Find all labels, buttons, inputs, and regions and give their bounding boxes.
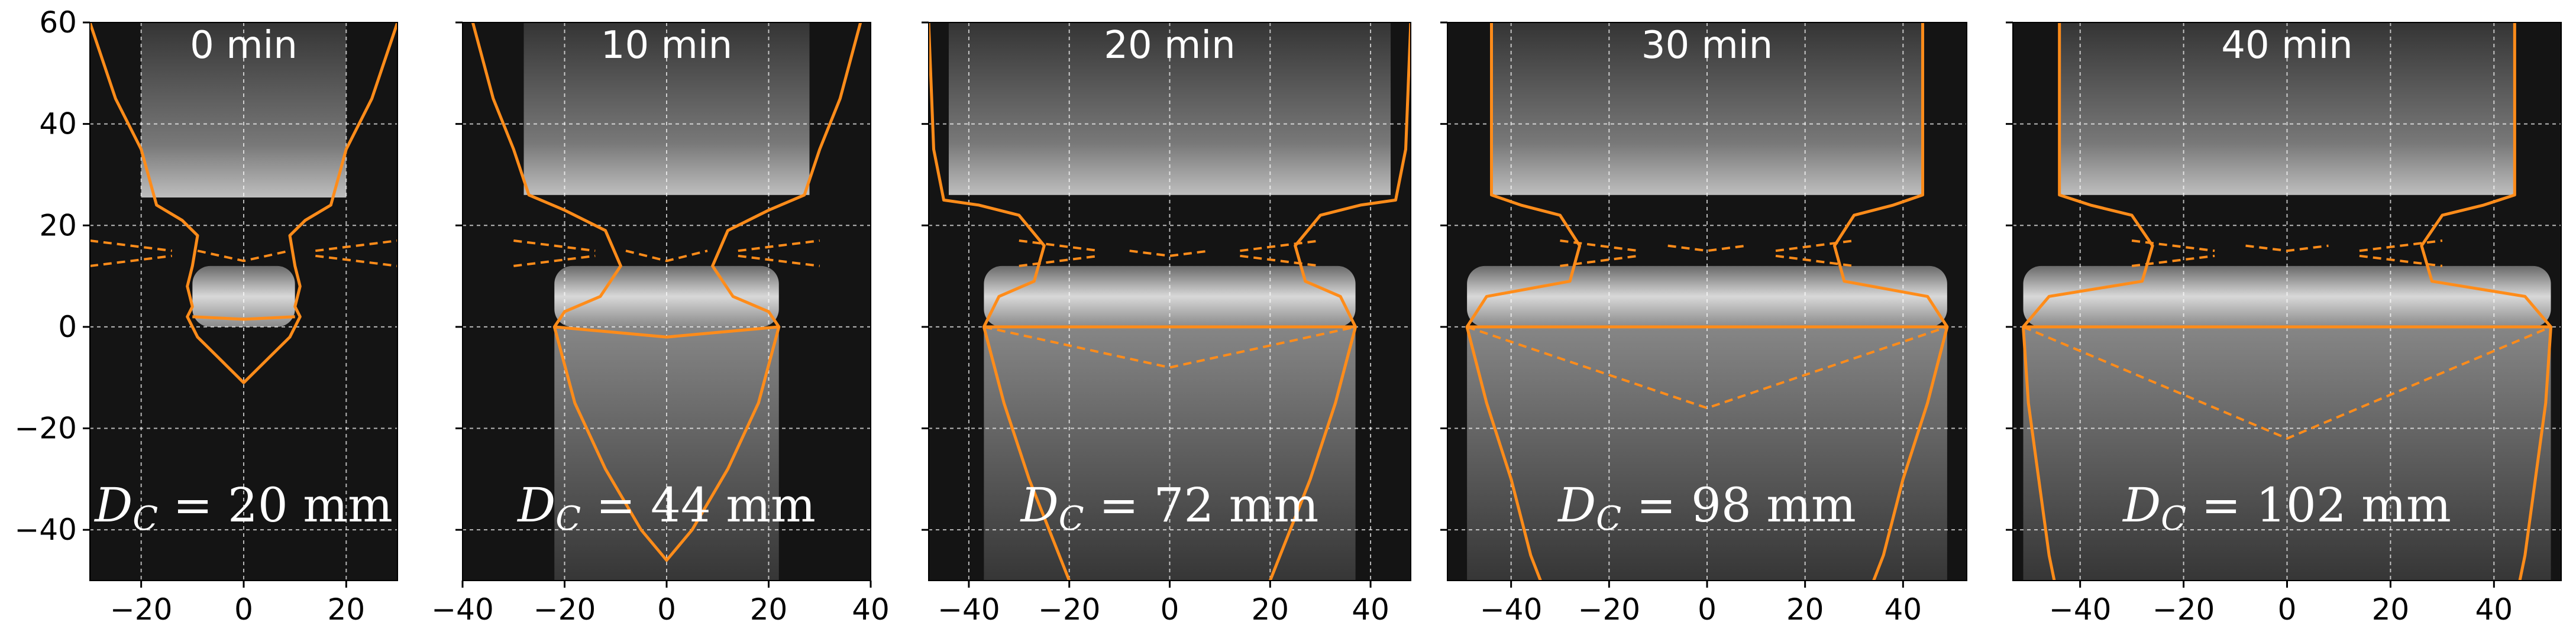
x-tick-label: 20 xyxy=(1251,592,1289,627)
time-label: 0 min xyxy=(190,24,298,67)
solid-curve-outer_crucible xyxy=(2022,22,2154,581)
image-content xyxy=(463,22,871,581)
x-tick-label: 40 xyxy=(852,592,890,627)
dc-label: DC = 44 mm xyxy=(516,478,816,538)
dashed-curve-left_b xyxy=(90,254,172,267)
x-tick-label: 0 xyxy=(657,592,676,627)
solid-curve-outer_crucible xyxy=(1465,22,1582,581)
dc-label: DC = 20 mm xyxy=(93,478,393,538)
dashed-curve-right_b xyxy=(2359,254,2443,267)
solid-curve-outer_crucible_right xyxy=(1268,22,1411,581)
grid xyxy=(1447,22,1967,581)
dashed-curve-center xyxy=(197,249,290,262)
dashed-curve-left_a xyxy=(2131,239,2215,252)
x-tick-label: −40 xyxy=(2049,592,2112,627)
panel-4: −40 −20 0 20 40 40 min DC = 102 mm xyxy=(2006,21,2562,627)
dashed-curve-right_b xyxy=(315,254,397,267)
image-content xyxy=(1447,22,1967,581)
dashed-curve-center xyxy=(2245,244,2329,252)
x-tick-label: −20 xyxy=(1038,592,1101,627)
time-label: 10 min xyxy=(601,24,732,67)
x-tick-label: −20 xyxy=(1578,592,1641,627)
dc-label: DC = 98 mm xyxy=(1557,478,1856,538)
melt-image xyxy=(554,265,779,327)
x-tick-label: −20 xyxy=(110,592,173,627)
grid xyxy=(2013,22,2561,581)
x-tick-label: −20 xyxy=(534,592,596,627)
dashed-curve-interface_curve xyxy=(1466,326,1948,410)
x-tick-label: 0 xyxy=(1161,592,1179,627)
x-tick-label: −40 xyxy=(1480,592,1543,627)
lower-glow xyxy=(1467,326,1947,581)
dashed-curve-center xyxy=(625,249,708,262)
solid-curve-interface xyxy=(554,325,780,339)
dashed-curve-left_b xyxy=(2131,254,2215,267)
x-tick-label: 20 xyxy=(1786,592,1824,627)
panel-1: −40 −20 0 20 40 10 min DC = 44 mm xyxy=(431,21,890,627)
dashed-curve-right_b xyxy=(738,254,820,267)
panel-2: −40 −20 0 20 40 20 min DC = 72 mm xyxy=(922,21,1411,627)
solid-curve-outer_crucible_right xyxy=(2420,22,2552,581)
x-tick-label: 0 xyxy=(2278,592,2297,627)
solid-curve-outer_crucible xyxy=(929,22,1071,581)
lower-glow xyxy=(2023,326,2551,581)
panel-0: −20 0 20 −40 −20 0 20 40 60 0 min DC = 20 mm xyxy=(14,5,398,627)
x-tick-label: −40 xyxy=(431,592,494,627)
dashed-curve-left_b xyxy=(513,254,596,267)
x-tick-label: 0 xyxy=(234,592,253,627)
melt-image xyxy=(1467,265,1947,327)
x-tick-label: −20 xyxy=(2152,592,2215,627)
dashed-curve-left_a xyxy=(90,239,172,252)
dashed-curve-interface_curve xyxy=(983,325,1356,369)
melt-image xyxy=(984,265,1356,327)
x-tick-label: 20 xyxy=(750,592,788,627)
melt-image xyxy=(2023,265,2551,327)
time-label: 20 min xyxy=(1104,24,1235,67)
time-label: 40 min xyxy=(2221,24,2352,67)
x-tick-label: −40 xyxy=(938,592,1000,627)
y-tick-label: −40 xyxy=(14,513,77,547)
image-content xyxy=(90,22,397,581)
y-tick-label: 20 xyxy=(39,208,77,242)
solid-curve-outer_crucible_right xyxy=(1832,22,1949,581)
x-tick-label: 0 xyxy=(1698,592,1717,627)
lower-glow xyxy=(554,326,779,581)
image-content xyxy=(2013,22,2561,581)
panel-3: −40 −20 0 20 40 30 min DC = 98 mm xyxy=(1440,21,1967,627)
melt-image xyxy=(192,265,295,327)
x-tick-label: 40 xyxy=(1352,592,1389,627)
dashed-curve-right_a xyxy=(315,239,397,252)
grid xyxy=(90,22,397,581)
y-tick-label: −20 xyxy=(14,411,77,446)
solid-curve-outer_crucible xyxy=(90,22,397,384)
x-tick-label: 20 xyxy=(2372,592,2410,627)
dc-label: DC = 72 mm xyxy=(1020,478,1319,538)
dashed-curve-left_a xyxy=(513,239,596,252)
time-label: 30 min xyxy=(1641,24,1773,67)
solid-curve-interface xyxy=(192,315,295,321)
y-tick-label: 40 xyxy=(39,107,77,141)
y-tick-label: 60 xyxy=(39,5,77,40)
dashed-curve-right_a xyxy=(738,239,820,252)
dashed-curve-right_a xyxy=(2359,239,2443,252)
x-tick-label: 40 xyxy=(1885,592,1922,627)
dashed-curve-interface_curve xyxy=(2022,326,2552,440)
grid xyxy=(463,22,871,581)
lower-glow xyxy=(984,326,1356,581)
image-content xyxy=(929,22,1411,581)
solid-curve-outer_crucible xyxy=(471,22,862,562)
y-tick-label: 0 xyxy=(58,310,77,344)
dc-label: DC = 102 mm xyxy=(2122,478,2451,538)
x-tick-label: 40 xyxy=(2475,592,2513,627)
x-tick-label: 20 xyxy=(328,592,366,627)
